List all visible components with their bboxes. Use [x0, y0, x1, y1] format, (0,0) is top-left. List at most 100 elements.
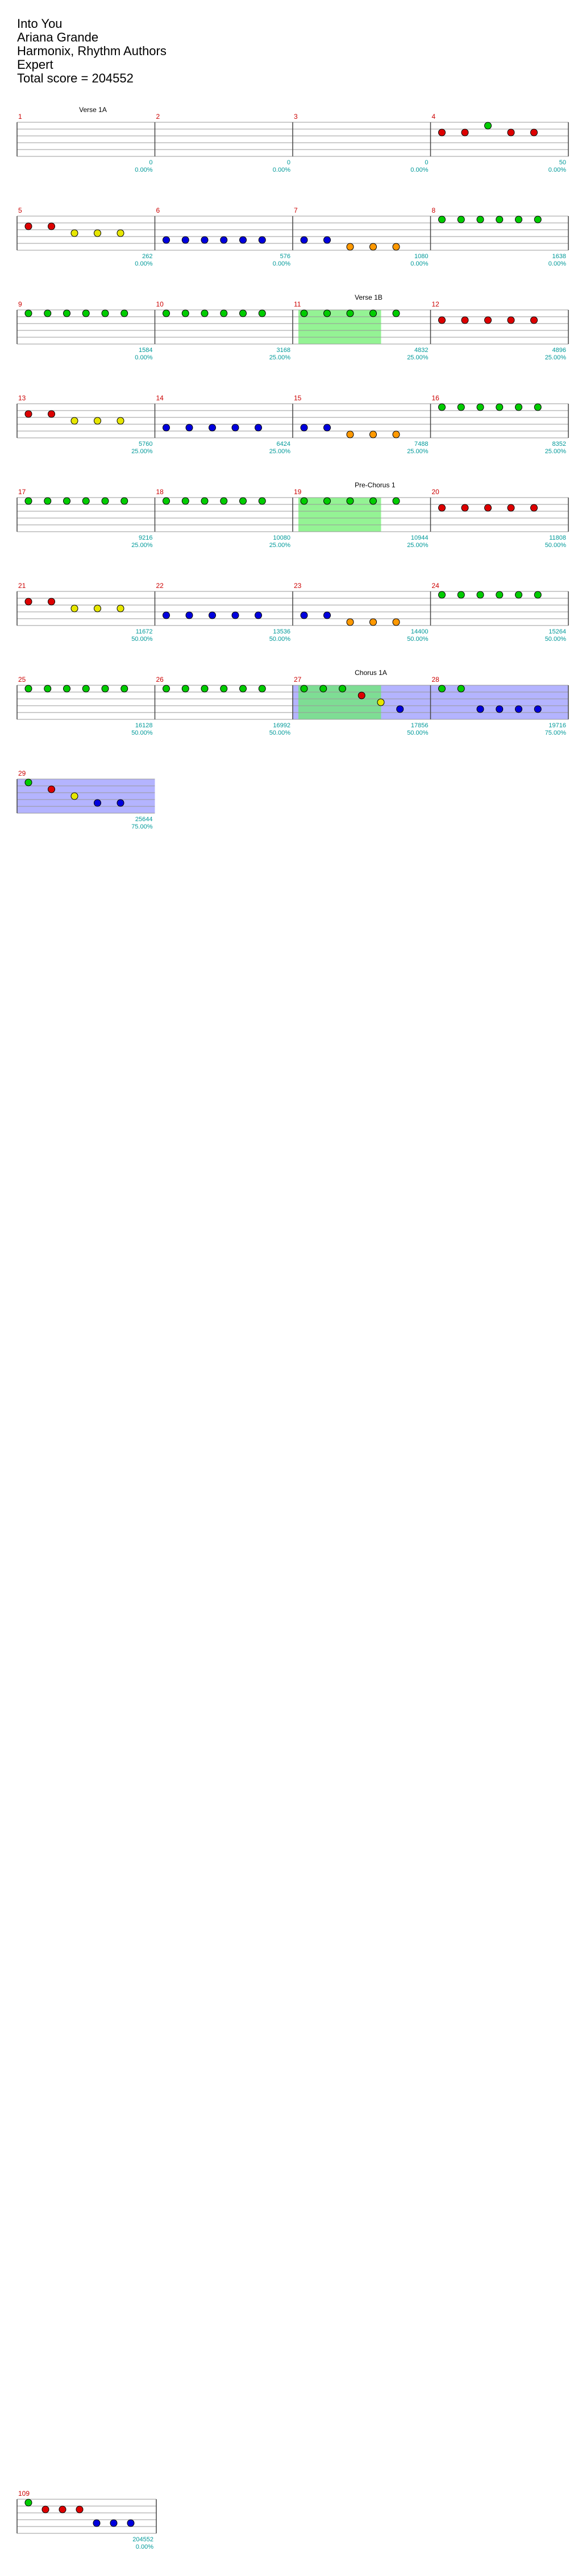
note-o — [346, 618, 354, 626]
measure-number: 19 — [294, 488, 302, 496]
measure-score: 16128 — [135, 722, 153, 729]
measure-number: 13 — [18, 394, 26, 402]
measure-2: 2 00.00% — [154, 113, 293, 173]
note-r — [484, 504, 492, 512]
note-g — [82, 685, 90, 693]
measure-score: 1080 — [414, 253, 428, 260]
note-b — [231, 424, 239, 432]
note-g — [323, 497, 331, 505]
note-g — [476, 403, 484, 411]
note-g — [163, 685, 170, 693]
measure-percent: 25.00% — [131, 448, 153, 455]
note-b — [231, 611, 239, 619]
measure-score: 576 — [280, 253, 290, 260]
note-g — [300, 309, 308, 317]
note-g — [392, 497, 400, 505]
measure-percent: 50.00% — [131, 730, 153, 736]
measure-3: 3 00.00% — [292, 113, 431, 173]
note-b — [300, 611, 308, 619]
artist-name: Ariana Grande — [17, 30, 99, 44]
note-g — [457, 403, 465, 411]
note-g — [101, 309, 109, 317]
note-g — [438, 403, 446, 411]
measure-score: 8352 — [552, 441, 566, 448]
note-y — [117, 417, 124, 425]
measure-number: 9 — [18, 300, 22, 308]
note-g — [63, 309, 70, 317]
note-g — [201, 685, 209, 693]
measure-score: 6424 — [277, 441, 290, 448]
measure-score: 50 — [559, 159, 566, 166]
note-o — [392, 243, 400, 251]
measure-score: 262 — [142, 253, 152, 260]
note-g — [163, 497, 170, 505]
note-r — [507, 316, 515, 324]
note-o — [392, 430, 400, 438]
note-g — [201, 497, 209, 505]
note-r — [48, 410, 55, 418]
measure-number: 14 — [156, 394, 164, 402]
note-y — [70, 792, 78, 800]
note-r — [59, 2505, 66, 2513]
note-b — [185, 611, 193, 619]
note-g — [392, 309, 400, 317]
measure-score: 11808 — [549, 535, 566, 541]
note-y — [94, 229, 101, 237]
note-b — [220, 236, 228, 244]
note-b — [258, 236, 266, 244]
measure-percent: 25.00% — [545, 354, 567, 361]
note-g — [323, 309, 331, 317]
note-g — [300, 497, 308, 505]
measure-number: 6 — [156, 206, 160, 214]
measure-percent: 0.00% — [410, 260, 428, 267]
measure-percent: 50.00% — [269, 636, 291, 643]
measure-score: 17856 — [411, 722, 429, 729]
note-r — [461, 504, 469, 512]
note-r — [438, 504, 446, 512]
measure-score: 1584 — [139, 347, 152, 354]
measure-score: 10944 — [411, 535, 429, 541]
measure-percent: 50.00% — [545, 542, 567, 549]
note-g — [258, 309, 266, 317]
note-b — [496, 705, 504, 713]
measure-percent: 0.00% — [135, 354, 152, 361]
measure-number: 7 — [294, 206, 298, 214]
measure-number: 1 — [18, 113, 22, 121]
measure-percent: 25.00% — [407, 354, 429, 361]
note-b — [117, 799, 124, 807]
note-g — [101, 685, 109, 693]
note-g — [496, 216, 504, 223]
note-g — [457, 591, 465, 599]
charter-name: Harmonix, Rhythm Authors — [17, 44, 167, 58]
note-g — [24, 309, 32, 317]
song-title: Into You — [17, 16, 63, 31]
measure-score: 5760 — [139, 441, 152, 448]
measure-number: 10 — [156, 300, 164, 308]
note-b — [323, 611, 331, 619]
measure-number: 23 — [294, 582, 302, 590]
measure-percent: 25.00% — [269, 542, 291, 549]
measure-number: 26 — [156, 676, 164, 684]
measure-number: 109 — [18, 2490, 30, 2498]
note-g — [438, 591, 446, 599]
note-r — [76, 2505, 84, 2513]
note-y — [70, 229, 78, 237]
measure-percent: 0.00% — [273, 260, 290, 267]
note-r — [48, 598, 55, 606]
note-g — [438, 216, 446, 223]
note-g — [339, 685, 346, 693]
note-g — [496, 591, 504, 599]
note-r — [48, 222, 55, 230]
note-b — [300, 424, 308, 432]
measure-number: 17 — [18, 488, 26, 496]
note-g — [24, 778, 32, 786]
